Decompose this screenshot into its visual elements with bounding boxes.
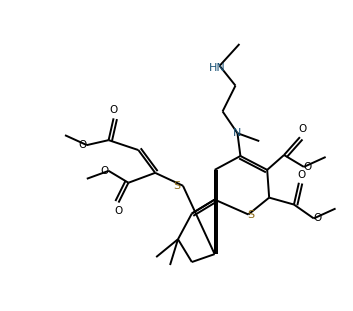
Text: O: O bbox=[101, 166, 109, 176]
Text: O: O bbox=[299, 124, 307, 134]
Text: O: O bbox=[79, 140, 87, 150]
Text: O: O bbox=[313, 213, 322, 223]
Text: O: O bbox=[109, 105, 118, 115]
Text: HN: HN bbox=[209, 63, 226, 73]
Text: S: S bbox=[247, 211, 254, 220]
Text: O: O bbox=[304, 162, 312, 172]
Text: S: S bbox=[173, 181, 180, 191]
Text: O: O bbox=[114, 206, 122, 216]
Text: N: N bbox=[233, 128, 242, 138]
Text: O: O bbox=[298, 170, 306, 180]
